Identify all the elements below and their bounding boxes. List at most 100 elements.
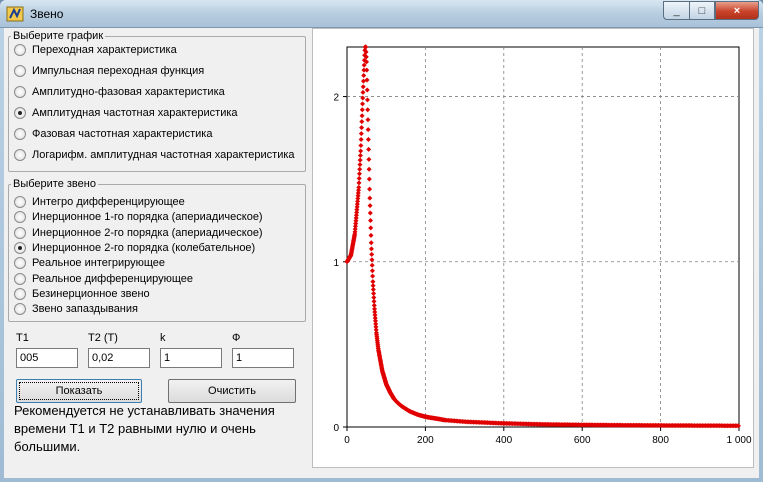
data-point — [353, 221, 359, 227]
graph-type-option-2[interactable]: Амплитудно-фазовая характеристика — [14, 86, 225, 98]
radio-button[interactable] — [14, 44, 26, 56]
data-point — [370, 283, 376, 289]
graph-type-option-4[interactable]: Фазовая частотная характеристика — [14, 128, 212, 140]
radio-button[interactable] — [14, 241, 26, 254]
data-point — [367, 203, 373, 209]
maximize-button[interactable]: □ — [689, 1, 715, 20]
data-point — [365, 107, 371, 113]
data-point — [372, 315, 378, 321]
data-point — [369, 268, 375, 274]
link-type-option-1[interactable]: Инерционное 1-го порядка (апериадическое… — [14, 211, 263, 224]
data-point — [368, 240, 374, 246]
radio-button[interactable] — [14, 257, 26, 270]
chart-panel: 0 200 400 600 800 1 000 0 1 2 — [312, 28, 754, 468]
data-point — [352, 223, 358, 229]
data-point — [367, 186, 373, 192]
data-point — [359, 107, 365, 113]
data-point — [355, 198, 361, 204]
data-point — [361, 67, 367, 73]
t1-input[interactable] — [16, 348, 78, 368]
graph-type-option-label: Переходная характеристика — [32, 44, 177, 56]
graph-type-option-label: Фазовая частотная характеристика — [32, 128, 213, 140]
graph-type-option-label: Амплитудно-фазовая характеристика — [32, 86, 225, 98]
data-point — [357, 166, 363, 172]
link-type-option-7[interactable]: Звено запаздывания — [14, 303, 138, 316]
link-type-group: Выберите звено — [8, 178, 306, 322]
phi-input[interactable] — [232, 348, 294, 368]
link-type-option-2[interactable]: Инерционное 2-го порядка (апериадическое… — [14, 226, 263, 239]
data-point — [365, 127, 371, 133]
close-button[interactable]: × — [715, 1, 759, 20]
radio-button[interactable] — [14, 86, 26, 98]
radio-button[interactable] — [14, 65, 26, 77]
data-point — [370, 287, 376, 293]
data-point — [357, 157, 363, 163]
radio-button[interactable] — [14, 272, 26, 285]
graph-type-legend: Выберите график — [13, 30, 104, 42]
title-bar[interactable]: Звено _ □ × — [0, 0, 763, 28]
phi-label: Ф — [232, 332, 241, 344]
show-button[interactable]: Показать — [16, 379, 142, 403]
data-point — [365, 117, 371, 123]
t2-input[interactable] — [88, 348, 150, 368]
recommendation-note: Рекомендуется не устанавливать значения … — [14, 403, 275, 454]
link-type-option-label: Безинерционное звено — [32, 287, 150, 300]
data-point — [360, 89, 366, 95]
radio-button[interactable] — [14, 303, 26, 316]
graph-type-option-label: Импульсная переходная функция — [32, 65, 205, 77]
link-type-option-0[interactable]: Интегро дифференцирующее — [14, 196, 185, 208]
data-point — [363, 44, 369, 50]
radio-button[interactable] — [14, 226, 26, 239]
data-point — [353, 218, 359, 224]
data-point — [359, 119, 365, 125]
data-point — [359, 125, 365, 131]
link-type-option-6[interactable]: Безинерционное звено — [14, 287, 150, 300]
data-point — [357, 162, 363, 168]
radio-button[interactable] — [14, 211, 26, 224]
k-input[interactable] — [160, 348, 222, 368]
link-type-legend: Выберите звено — [13, 178, 96, 190]
data-point — [354, 204, 360, 210]
data-point — [355, 196, 361, 202]
data-point — [372, 306, 378, 312]
data-point — [366, 166, 372, 172]
graph-type-option-3[interactable]: Амплитудная частотная характеристика — [14, 107, 238, 119]
radio-button[interactable] — [14, 149, 26, 161]
link-type-option-3[interactable]: Инерционное 2-го порядка (колебательное) — [14, 241, 256, 254]
minimize-button[interactable]: _ — [663, 1, 689, 20]
link-type-option-label: Реальное интегрирующее — [32, 257, 166, 270]
link-type-option-4[interactable]: Реальное интегрирующее — [14, 257, 166, 270]
data-point — [369, 251, 375, 257]
plot-frame — [346, 46, 740, 428]
window-title: Звено — [30, 7, 64, 21]
link-type-option-label: Инерционное 1-го порядка (апериадическое… — [32, 211, 263, 224]
data-point — [371, 294, 377, 300]
x-tick-label: 1 000 — [726, 435, 751, 446]
graph-type-option-5[interactable]: Логарифм. амплитудная частотная характер… — [14, 149, 295, 161]
graph-type-option-1[interactable]: Импульсная переходная функция — [14, 65, 204, 77]
radio-button[interactable] — [14, 287, 26, 300]
link-type-option-label: Инерционное 2-го порядка (колебательное) — [32, 241, 256, 254]
data-point — [368, 246, 374, 252]
data-point — [360, 95, 366, 101]
data-point — [358, 137, 364, 143]
link-type-option-5[interactable]: Реальное дифференцирующее — [14, 272, 193, 285]
radio-button[interactable] — [14, 196, 26, 208]
radio-button[interactable] — [14, 128, 26, 140]
data-point — [367, 195, 373, 201]
data-point — [358, 148, 364, 154]
data-point — [372, 309, 378, 315]
data-point — [371, 302, 377, 308]
data-point — [352, 226, 358, 232]
k-label: k — [160, 332, 166, 344]
radio-button[interactable] — [14, 107, 26, 119]
link-type-option-label: Интегро дифференцирующее — [32, 196, 185, 208]
clear-button[interactable]: Очистить — [168, 379, 296, 403]
data-point — [366, 176, 372, 182]
data-point — [368, 232, 374, 238]
graph-type-option-0[interactable]: Переходная характеристика — [14, 44, 177, 56]
link-type-option-label: Звено запаздывания — [32, 303, 138, 316]
data-point — [355, 190, 361, 196]
client-area: Выберите график Переходная характеристик… — [4, 28, 759, 478]
